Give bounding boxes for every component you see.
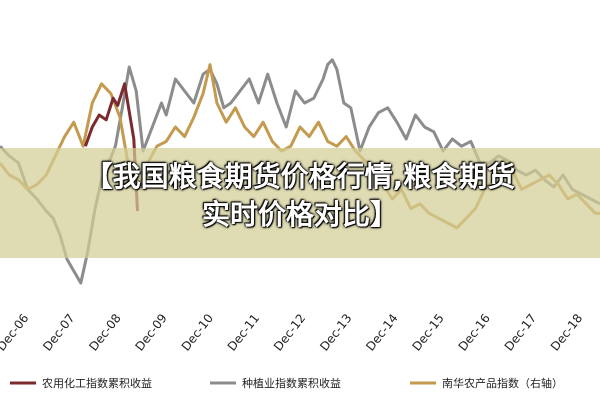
x-tick-label: Dec-14 [363,311,400,353]
x-tick-label: Dec-17 [502,311,539,353]
x-tick-label: Dec-09 [132,311,169,353]
legend-label-0: 农用化工指数累积收益 [42,376,152,390]
x-tick-label: Dec-13 [317,311,354,353]
x-tick-label: Dec-11 [225,311,262,353]
series-line-0 [83,82,139,212]
x-tick-label: Dec-12 [271,311,308,353]
x-axis-ticks: Dec-06 Dec-07 Dec-08 Dec-09 Dec-10 Dec-11 Dec-… [0,311,585,353]
title-line-2: 实时价格对比】 [201,198,398,231]
legend-label-1: 种植业指数累积收益 [242,376,341,390]
title-line-1: 【我国粮食期货价格行情,粮食期货 [84,160,516,193]
x-tick-label: Dec-16 [456,311,493,353]
x-tick-label: Dec-10 [179,311,216,353]
legend: 农用化工指数累积收益 种植业指数累积收益 南华农产品指数（右轴） [10,376,563,390]
legend-label-2: 南华农产品指数（右轴） [442,376,563,390]
x-tick-label: Dec-18 [548,311,585,353]
x-tick-label: Dec-06 [0,311,31,353]
title-overlay: 【我国粮食期货价格行情,粮食期货 实时价格对比】 [0,158,600,234]
x-tick-label: Dec-07 [40,311,77,353]
title-banner [0,148,600,258]
x-tick-label: Dec-15 [409,311,446,353]
x-tick-label: Dec-08 [86,311,123,353]
